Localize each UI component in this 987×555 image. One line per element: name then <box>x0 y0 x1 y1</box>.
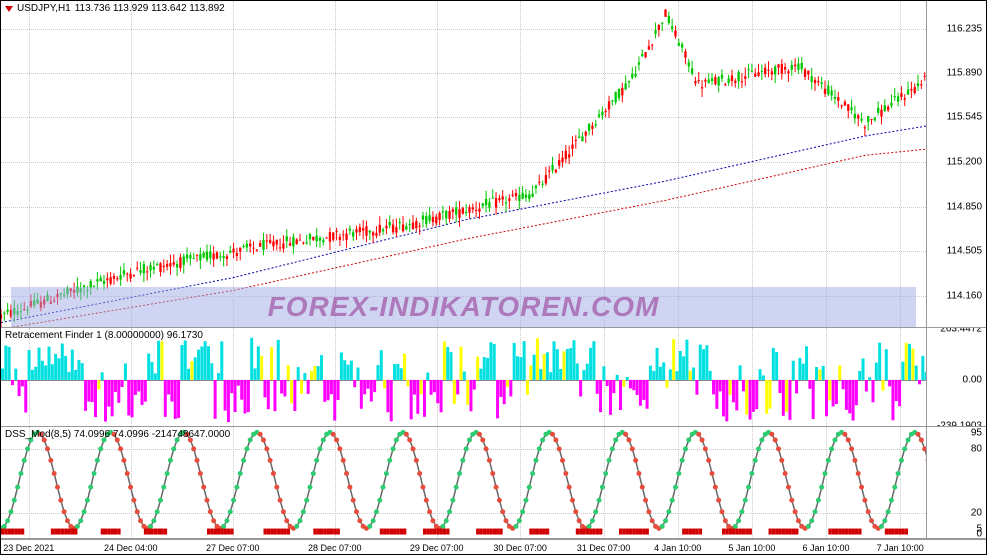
price-ytick: 114.160 <box>947 290 982 301</box>
price-ytick: 115.200 <box>947 156 982 167</box>
xaxis-label: 30 Dec 07:00 <box>493 543 547 553</box>
retracement-panel[interactable]: Retracement Finder 1 (8.00000000) 96.173… <box>1 328 986 428</box>
xaxis-label: 24 Dec 04:00 <box>104 543 158 553</box>
symbol-label: USDJPY,H1 <box>17 3 71 14</box>
retr-ytick: 0.00 <box>963 374 982 385</box>
xaxis-label: 4 Jan 10:00 <box>654 543 701 553</box>
ohlc-label: 113.736 113.929 113.642 113.892 <box>75 3 225 14</box>
price-ytick: 116.235 <box>947 23 982 34</box>
price-ytick: 114.850 <box>947 201 982 212</box>
dropdown-icon <box>5 6 13 12</box>
price-yaxis: 116.235 115.890 115.545 115.200 114.850 114.5… <box>926 1 986 327</box>
dss-yaxis: 95802050 <box>926 427 986 538</box>
xaxis-label: 31 Dec 07:00 <box>577 543 631 553</box>
retr-ytick: -239.1903 <box>937 420 982 427</box>
price-ytick: 114.505 <box>947 246 982 257</box>
watermark: FOREX-INDIKATOREN.COM <box>11 287 916 327</box>
xaxis-label: 23 Dec 2021 <box>3 543 54 553</box>
xaxis-label: 27 Dec 07:00 <box>206 543 260 553</box>
mt4-chart-window: USDJPY,H1 113.736 113.929 113.642 113.89… <box>0 0 987 555</box>
xaxis-label: 28 Dec 07:00 <box>308 543 362 553</box>
dss-ytick: 20 <box>971 507 982 518</box>
price-header: USDJPY,H1 113.736 113.929 113.642 113.89… <box>5 3 225 14</box>
retracement-header: Retracement Finder 1 (8.00000000) 96.173… <box>5 330 203 341</box>
price-ytick: 115.890 <box>947 68 982 79</box>
price-panel[interactable]: USDJPY,H1 113.736 113.929 113.642 113.89… <box>1 1 986 328</box>
dss-plot <box>1 427 928 539</box>
xaxis-label: 5 Jan 10:00 <box>728 543 775 553</box>
xaxis-label: 6 Jan 10:00 <box>802 543 849 553</box>
dss-header: DSS_Mod(8,5) 74.0996 74.0996 -214748647.… <box>5 429 230 440</box>
xaxis-label: 7 Jan 10:00 <box>877 543 924 553</box>
xaxis-label: 29 Dec 07:00 <box>410 543 464 553</box>
price-plot <box>1 1 928 328</box>
dss-ytick: 95 <box>971 427 982 438</box>
retracement-label: Retracement Finder 1 (8.00000000) 96.173… <box>5 330 203 341</box>
dss-ytick: 0 <box>976 529 982 539</box>
time-axis: 23 Dec 2021 24 Dec 04:00 27 Dec 07:00 28 De… <box>1 539 986 554</box>
price-ytick: 115.545 <box>947 112 982 123</box>
retr-ytick: 263.4472 <box>940 328 982 335</box>
dss-label: DSS_Mod(8,5) 74.0996 74.0996 -214748647.… <box>5 429 230 440</box>
dss-panel[interactable]: DSS_Mod(8,5) 74.0996 74.0996 -214748647.… <box>1 427 986 539</box>
retracement-yaxis: 263.4472 0.00 -239.1903 <box>926 328 986 427</box>
dss-ytick: 80 <box>971 443 982 454</box>
retracement-plot <box>1 328 928 428</box>
